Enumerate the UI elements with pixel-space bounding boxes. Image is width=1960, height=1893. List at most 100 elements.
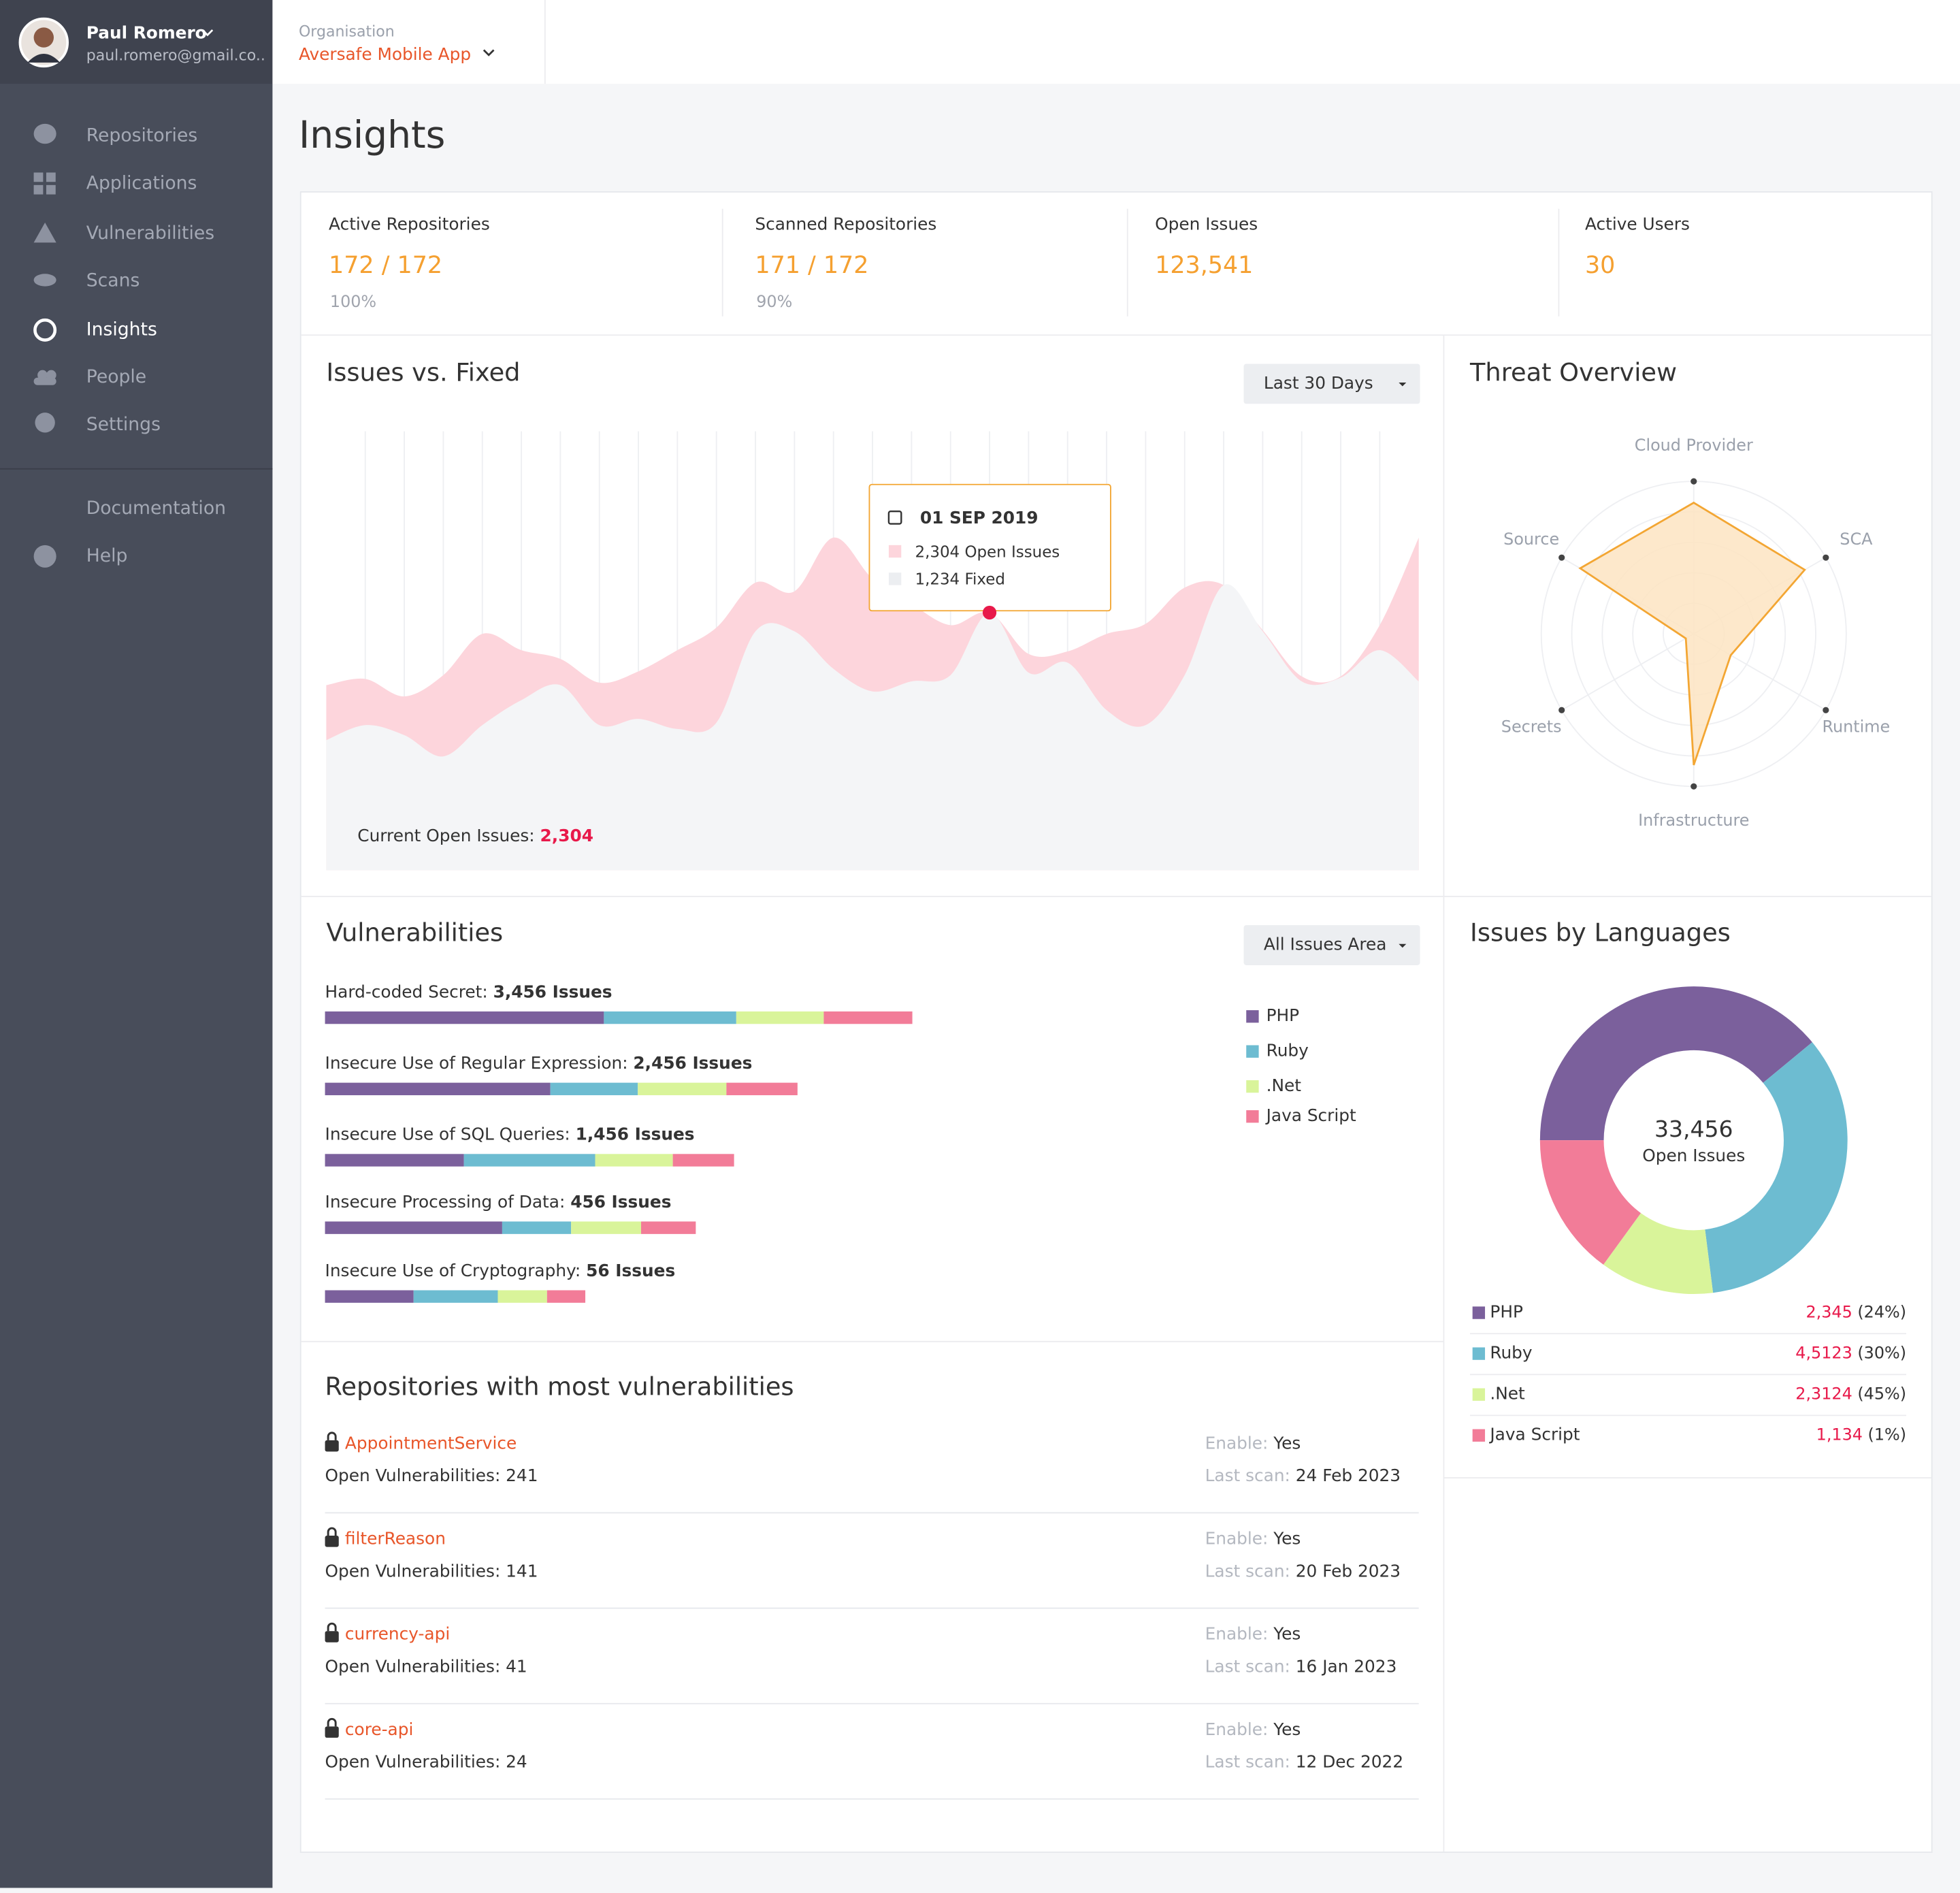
icon	[33, 172, 44, 182]
percent: (30%)	[1857, 1343, 1906, 1362]
count: 1,134	[1816, 1425, 1863, 1444]
total: 3,456 Issues	[493, 982, 612, 1001]
chevron[interactable]	[483, 49, 495, 56]
menu-item[interactable]: Help	[86, 545, 128, 566]
axis-label: Runtime	[1823, 717, 1891, 736]
legend-label: .Net	[1490, 1384, 1525, 1404]
avatar-body	[27, 53, 61, 63]
icon	[33, 545, 56, 568]
lock-body	[325, 1536, 339, 1547]
repo-enable: Enable: Yes	[1205, 1719, 1301, 1739]
axis-label: Source	[1503, 530, 1559, 549]
user-email: paul.romero@gmail.co..	[86, 48, 265, 65]
icon	[46, 172, 56, 182]
axis-dot	[1823, 554, 1829, 561]
value: Yes	[1273, 1719, 1301, 1739]
icon	[33, 274, 56, 287]
footer-label: Current Open Issues:	[357, 826, 534, 845]
value: 20 Feb 2023	[1296, 1561, 1401, 1581]
repo-name[interactable]: currency-api	[345, 1624, 450, 1644]
area	[326, 584, 1419, 871]
sidebar	[0, 0, 273, 1888]
calendar-icon	[887, 511, 902, 525]
bar-label: Insecure Processing of Data: 456 Issues	[325, 1192, 672, 1212]
label: Enable:	[1205, 1719, 1269, 1739]
label: Last scan:	[1205, 1561, 1290, 1581]
icon-active	[33, 318, 57, 342]
axis-label: SCA	[1840, 530, 1873, 549]
repo-name[interactable]: AppointmentService	[345, 1433, 517, 1453]
dropdown-label[interactable]: Last 30 Days	[1264, 373, 1373, 393]
bar-segment	[595, 1154, 673, 1167]
value: Yes	[1273, 1624, 1301, 1644]
repo-name[interactable]: core-api	[345, 1719, 413, 1739]
value: 24 Feb 2023	[1296, 1466, 1401, 1485]
caret	[1399, 383, 1407, 387]
stat-value: 123,541	[1155, 252, 1253, 279]
legend-swatch	[1472, 1306, 1486, 1319]
bar-segment	[571, 1221, 642, 1234]
bar-segment	[604, 1011, 736, 1024]
menu-item[interactable]: Documentation	[86, 498, 226, 519]
tooltip-line: 2,304 Open Issues	[915, 543, 1060, 561]
bar-segment	[325, 1290, 414, 1303]
category: Insecure Use of SQL Queries:	[325, 1125, 570, 1144]
center-value: 33,456	[1654, 1116, 1733, 1142]
menu-item[interactable]: Repositories	[86, 125, 197, 146]
dropdown-label[interactable]: All Issues Area	[1264, 935, 1386, 954]
legend-swatch	[1472, 1388, 1486, 1401]
bar-segment	[726, 1082, 798, 1095]
lock-shackle	[327, 1717, 337, 1727]
legend-swatch	[1246, 1080, 1259, 1093]
panel-title: Issues by Languages	[1470, 918, 1731, 948]
dropdown[interactable]	[1243, 363, 1420, 404]
menu-item[interactable]: Scans	[86, 270, 140, 291]
total: 2,456 Issues	[633, 1053, 752, 1073]
repo-enable: Enable: Yes	[1205, 1624, 1301, 1644]
count: 4,5123	[1795, 1343, 1852, 1362]
total: 56 Issues	[586, 1261, 675, 1280]
caret	[1399, 943, 1407, 948]
spoke	[1561, 633, 1695, 711]
stat-sub: 100%	[330, 292, 376, 311]
dividers	[301, 208, 1931, 1852]
icon	[46, 184, 56, 195]
user-name: Paul Romero	[86, 23, 207, 43]
value: Yes	[1273, 1529, 1301, 1549]
percent: (1%)	[1868, 1425, 1906, 1444]
value: Yes	[1273, 1433, 1301, 1453]
bar-label: Insecure Use of Regular Expression: 2,45…	[325, 1053, 753, 1073]
panel-title: Vulnerabilities	[326, 918, 503, 948]
menu-item[interactable]: Applications	[86, 173, 197, 194]
icon	[33, 184, 44, 195]
repo-name[interactable]: filterReason	[345, 1529, 446, 1549]
stat-value: 30	[1585, 252, 1615, 279]
donut-slice	[1603, 1213, 1714, 1295]
stat-label: Active Users	[1585, 214, 1690, 234]
category: Insecure Use of Cryptography:	[325, 1261, 581, 1280]
label: Enable:	[1205, 1529, 1269, 1549]
axis-dot	[1690, 478, 1697, 485]
repo-open: Open Vulnerabilities: 24	[325, 1752, 527, 1772]
legend-value: 2,345 (24%)	[1806, 1302, 1906, 1321]
bar-segment	[325, 1082, 551, 1095]
legend-label: .Net	[1267, 1075, 1302, 1095]
stat-sub: 90%	[756, 292, 792, 311]
menu-item[interactable]: People	[86, 366, 146, 387]
axis-dot	[1558, 707, 1565, 713]
radar-area	[1578, 501, 1806, 766]
dropdown[interactable]	[1243, 925, 1420, 965]
axis-dot	[1558, 554, 1565, 561]
menu-item[interactable]: Settings	[86, 414, 161, 435]
tooltip-line: 1,234 Fixed	[915, 571, 1004, 589]
icon	[33, 123, 56, 144]
legend-value: 1,134 (1%)	[1816, 1425, 1906, 1444]
label: Enable:	[1205, 1433, 1269, 1453]
org-name[interactable]: Aversafe Mobile App	[299, 44, 471, 64]
lock-body	[325, 1726, 339, 1738]
chevron[interactable]	[201, 29, 214, 37]
repo-enable: Enable: Yes	[1205, 1529, 1301, 1549]
lock-shackle	[327, 1622, 337, 1632]
menu-item[interactable]: Insights	[86, 319, 157, 340]
menu-item[interactable]: Vulnerabilities	[86, 223, 214, 244]
